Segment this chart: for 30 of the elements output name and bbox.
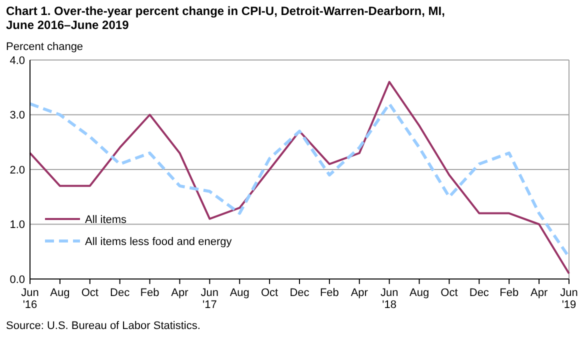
x-tick-label: Oct — [260, 287, 278, 299]
y-tick-label: 2.0 — [10, 164, 25, 176]
y-tick-label: 4.0 — [10, 54, 25, 67]
y-tick-label: 3.0 — [10, 110, 25, 122]
x-tick-label: Dec — [469, 287, 490, 299]
x-tick-label: Apr — [350, 287, 368, 299]
x-tick-label: Dec — [110, 287, 130, 299]
x-tick-label: Feb — [140, 287, 160, 299]
x-tick-label: Jun '17 — [200, 287, 219, 311]
chart-title: Chart 1. Over-the-year percent change in CPI-U, Detroit-Warren-Dearborn, MI, June 2016–June 2019 — [6, 4, 445, 32]
x-tick-label: Feb — [320, 287, 339, 299]
x-tick-label: Aug — [50, 287, 70, 299]
x-tick-label: Aug — [230, 287, 250, 299]
x-tick-label: Jun '19 — [560, 287, 578, 311]
x-tick-label: Aug — [409, 287, 430, 299]
x-tick-label: Jun '18 — [380, 287, 398, 311]
legend-label: All items — [85, 214, 128, 226]
y-axis-title: Percent change — [6, 41, 84, 53]
x-tick-label: Dec — [290, 287, 310, 299]
x-tick-label: Oct — [440, 287, 458, 299]
x-tick-label: Oct — [81, 287, 98, 299]
legend-label: All items less food and energy — [85, 236, 232, 248]
x-tick-label: Apr — [530, 287, 548, 299]
x-tick-label: Jun '16 — [21, 287, 39, 311]
y-tick-label: 1.0 — [10, 219, 25, 232]
x-tick-label: Apr — [171, 287, 189, 299]
source-note: Source: U.S. Bureau of Labor Statistics. — [6, 320, 200, 332]
x-tick-label: Feb — [500, 287, 519, 299]
line-series — [29, 80, 570, 275]
y-tick-label: 0.0 — [10, 274, 25, 286]
